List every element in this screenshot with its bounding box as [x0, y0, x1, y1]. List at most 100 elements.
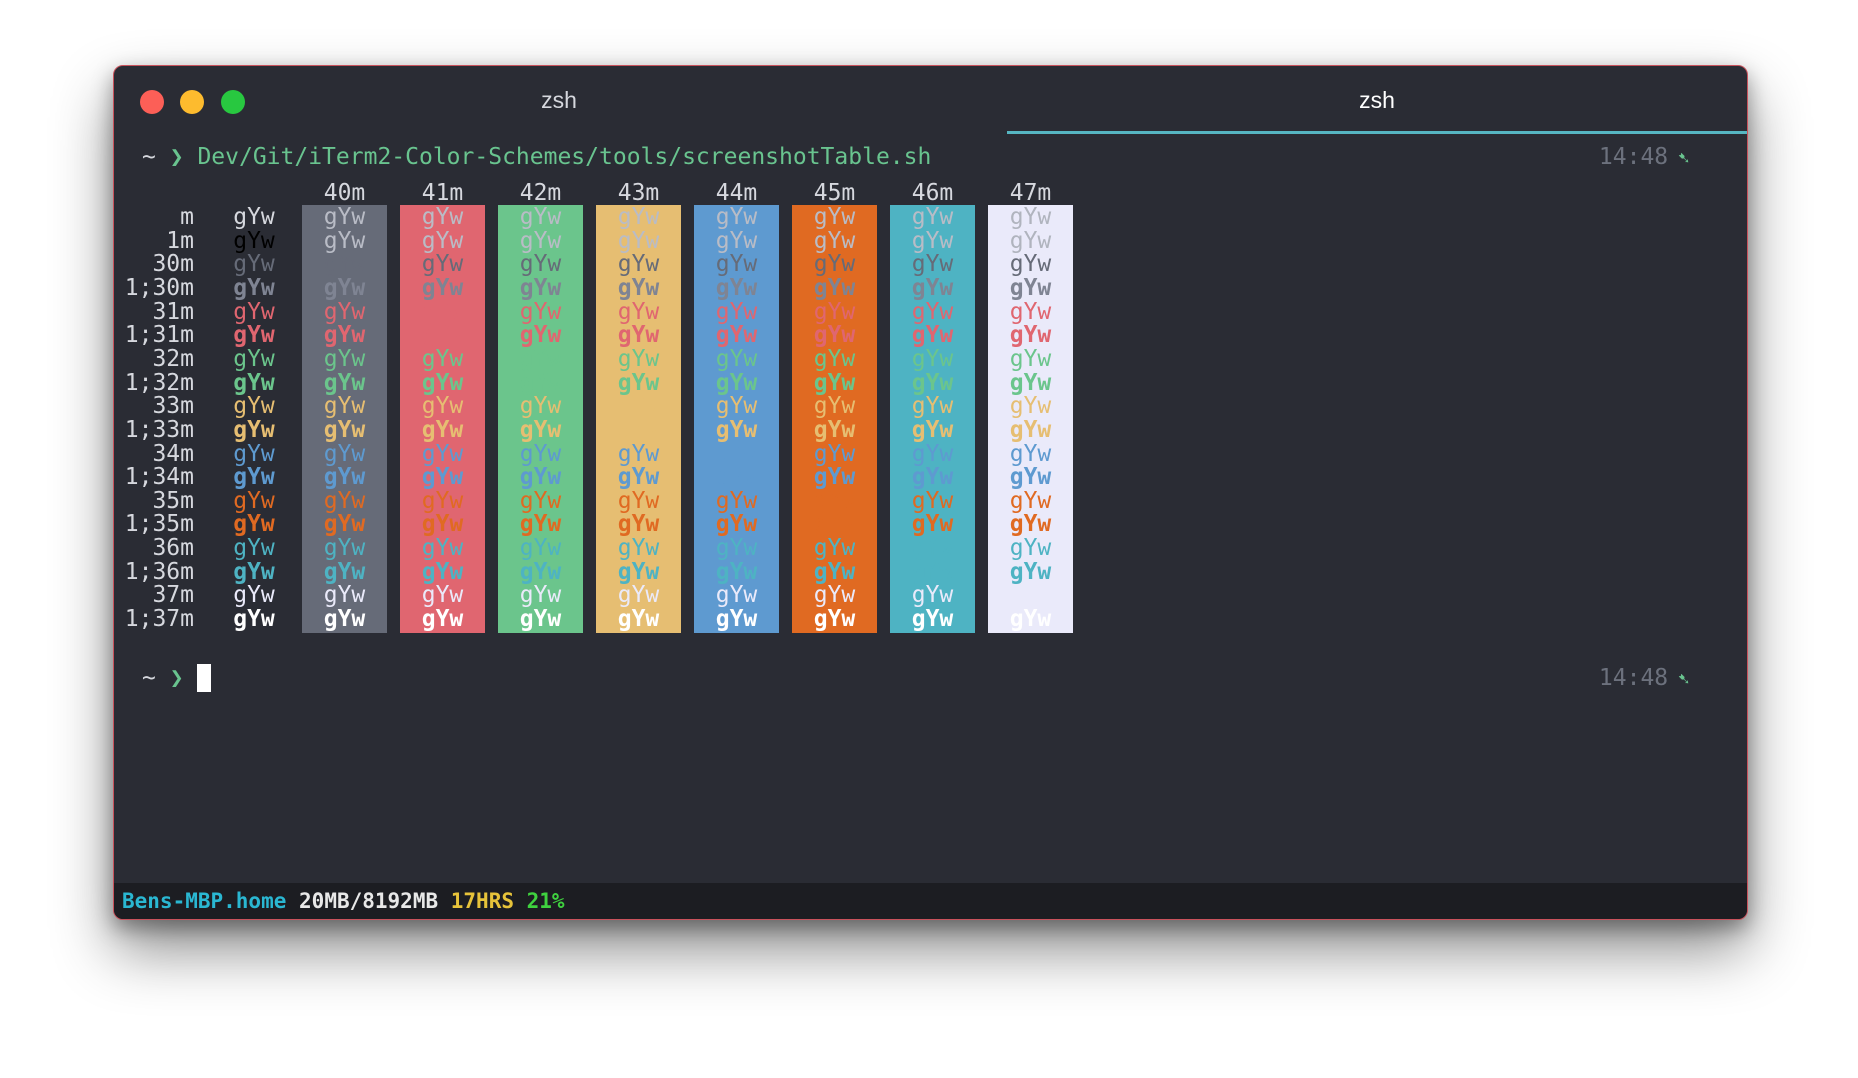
- sample-cell: gYw: [1009, 369, 1052, 396]
- sample-cell: gYw: [421, 558, 464, 585]
- row-label: 1;37m: [124, 606, 194, 633]
- sample-cell: gYw: [813, 487, 856, 514]
- sample-cell: gYw: [1009, 322, 1052, 349]
- sample-cell: gYw: [421, 345, 464, 372]
- sample-cell: gYw: [617, 535, 660, 562]
- sample-cell: gYw: [233, 464, 275, 491]
- sample-cell: gYw: [519, 345, 562, 372]
- sample-cell: gYw: [323, 606, 366, 633]
- row-label: 1;30m: [124, 274, 194, 301]
- sample-cell: gYw: [1009, 487, 1052, 514]
- sample-cell: gYw: [519, 322, 562, 349]
- row-label: 1m: [166, 227, 194, 254]
- row-label: m: [180, 204, 194, 230]
- sample-cell: gYw: [323, 535, 366, 562]
- sample-cell: gYw: [617, 464, 660, 491]
- sample-cell: gYw: [233, 274, 275, 301]
- sample-cell: gYw: [911, 298, 954, 325]
- column-bg-43m: [596, 205, 681, 633]
- sample-cell: gYw: [617, 606, 660, 633]
- sample-cell: gYw: [715, 511, 758, 538]
- column-bg-40m: [302, 205, 387, 633]
- status-host: Bens-MBP.home: [122, 889, 287, 913]
- maximize-button[interactable]: [221, 90, 245, 114]
- sample-cell: gYw: [1009, 251, 1052, 278]
- sample-cell: gYw: [715, 274, 758, 301]
- sample-cell: gYw: [1009, 535, 1052, 562]
- column-header: 47m: [1009, 180, 1052, 206]
- sample-cell: gYw: [911, 274, 954, 301]
- prompt-tilde: ~: [142, 665, 156, 691]
- sample-cell: gYw: [233, 511, 275, 538]
- sample-cell: gYw: [421, 582, 464, 609]
- minimize-button[interactable]: [180, 90, 204, 114]
- sample-cell: gYw: [813, 251, 856, 278]
- column-header: 41m: [421, 180, 464, 206]
- sample-cell: gYw: [421, 416, 464, 443]
- sample-cell: gYw: [617, 393, 660, 420]
- sample-cell: gYw: [715, 345, 758, 372]
- sample-cell: gYw: [233, 322, 275, 349]
- prompt-line-2[interactable]: ~ ❯: [142, 664, 212, 692]
- tab-label: zsh: [541, 86, 577, 113]
- terminal-window: zsh zsh ~ ❯ Dev/Git/iTerm2-Color-Schemes…: [113, 65, 1748, 920]
- sample-cell: gYw: [421, 487, 464, 514]
- sample-cell: gYw: [1009, 274, 1052, 301]
- sample-cell: gYw: [233, 535, 275, 562]
- title-bar: zsh zsh: [114, 66, 1747, 134]
- sample-cell: gYw: [813, 227, 856, 254]
- column-bg-44m: [694, 205, 779, 633]
- sample-cell: gYw: [421, 251, 464, 278]
- sample-cell: gYw: [911, 558, 954, 585]
- sample-cell: gYw: [1009, 393, 1052, 420]
- text-cursor: [197, 664, 212, 692]
- row-label: 33m: [152, 393, 194, 420]
- check-tick-icon: ➷: [1678, 148, 1689, 169]
- sample-cell: gYw: [617, 440, 660, 467]
- sample-cell: gYw: [715, 298, 758, 325]
- sample-cell: gYw: [617, 558, 660, 585]
- close-button[interactable]: [140, 90, 164, 114]
- sample-cell: gYw: [233, 345, 275, 372]
- sample-cell: gYw: [519, 582, 562, 609]
- column-bg-41m: [400, 205, 485, 633]
- row-label: 1;36m: [124, 558, 194, 585]
- sample-cell: gYw: [813, 298, 856, 325]
- sample-cell: gYw: [813, 511, 856, 538]
- sample-cell: gYw: [421, 511, 464, 538]
- tab-2-active[interactable]: zsh: [1007, 66, 1747, 134]
- row-label: 31m: [152, 298, 194, 325]
- sample-cell: gYw: [715, 487, 758, 514]
- prompt-time-1: 14:48 ➷: [1599, 143, 1689, 173]
- sample-cell: gYw: [323, 464, 366, 491]
- sample-cell: gYw: [715, 251, 758, 278]
- sample-cell: gYw: [617, 369, 660, 396]
- sample-cell: gYw: [617, 416, 660, 443]
- row-label: 32m: [152, 345, 194, 372]
- sample-cell: gYw: [715, 440, 758, 467]
- sample-cell: gYw: [617, 345, 660, 372]
- sample-cell: gYw: [715, 322, 758, 349]
- sample-cell: gYw: [421, 440, 464, 467]
- prompt-chevron-icon: ❯: [169, 665, 184, 691]
- sample-cell: gYw: [233, 558, 275, 585]
- row-label: 1;35m: [124, 511, 194, 538]
- sample-cell: gYw: [233, 440, 275, 467]
- sample-cell: gYw: [1009, 511, 1052, 538]
- column-header: 45m: [813, 180, 856, 206]
- sample-cell: gYw: [323, 416, 366, 443]
- status-memory: 20MB/8192MB: [299, 889, 439, 913]
- sample-cell: gYw: [519, 416, 562, 443]
- check-tick-icon: ➷: [1678, 669, 1689, 690]
- sample-cell: gYw: [813, 535, 856, 562]
- sample-cell: gYw: [519, 440, 562, 467]
- sample-cell: gYw: [715, 416, 758, 443]
- column-bg-42m: [498, 205, 583, 633]
- sample-cell: gYw: [617, 251, 660, 278]
- status-bar: Bens-MBP.home 20MB/8192MB 17HRS 21%: [114, 883, 1747, 919]
- tab-1[interactable]: zsh: [114, 66, 1004, 134]
- sample-cell: gYw: [813, 345, 856, 372]
- sample-cell: gYw: [813, 204, 856, 230]
- sample-cell: gYw: [911, 606, 954, 633]
- sample-cell: gYw: [911, 227, 954, 254]
